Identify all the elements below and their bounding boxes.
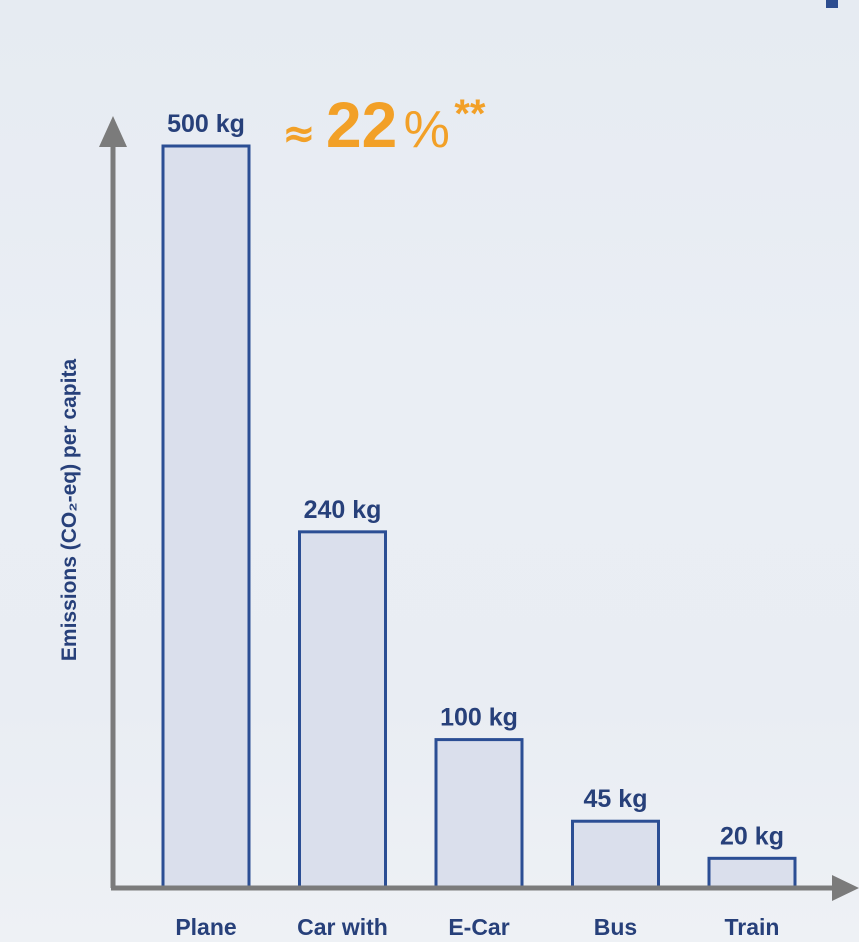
x-axis-arrowhead — [832, 875, 859, 901]
footnote-stars: ** — [454, 92, 486, 136]
bar-plane — [161, 144, 251, 890]
value-label-group: 500 kg 240 kg 100 kg 45 kg 20 kg — [167, 110, 784, 850]
y-axis-arrowhead — [99, 116, 127, 147]
value-label: 20 kg — [720, 822, 784, 850]
value-label: 500 kg — [167, 110, 245, 138]
bar-group — [161, 144, 797, 890]
share-annotation: ≈ 22 % ** — [282, 89, 486, 161]
cropped-title-glyph — [826, 0, 838, 8]
category-label: Train — [725, 914, 780, 940]
category-label: E-Car — [448, 914, 509, 940]
bar-car-with — [298, 530, 387, 890]
approx-symbol: ≈ — [282, 111, 316, 157]
share-percent: % — [404, 101, 450, 159]
value-label: 45 kg — [584, 785, 648, 813]
bar-train — [707, 856, 797, 890]
value-label: 100 kg — [440, 704, 518, 732]
category-label: Car with — [297, 914, 388, 940]
bar-bus — [571, 819, 660, 890]
share-number: 22 — [326, 89, 397, 161]
category-label: Plane — [175, 914, 236, 940]
y-axis-title: Emissions (CO₂-eq) per capita — [58, 359, 81, 662]
category-label-group: Plane Car with E-Car Bus Train — [175, 914, 779, 940]
bar-e-car — [434, 738, 524, 890]
category-label: Bus — [594, 914, 637, 940]
value-label: 240 kg — [304, 496, 382, 524]
